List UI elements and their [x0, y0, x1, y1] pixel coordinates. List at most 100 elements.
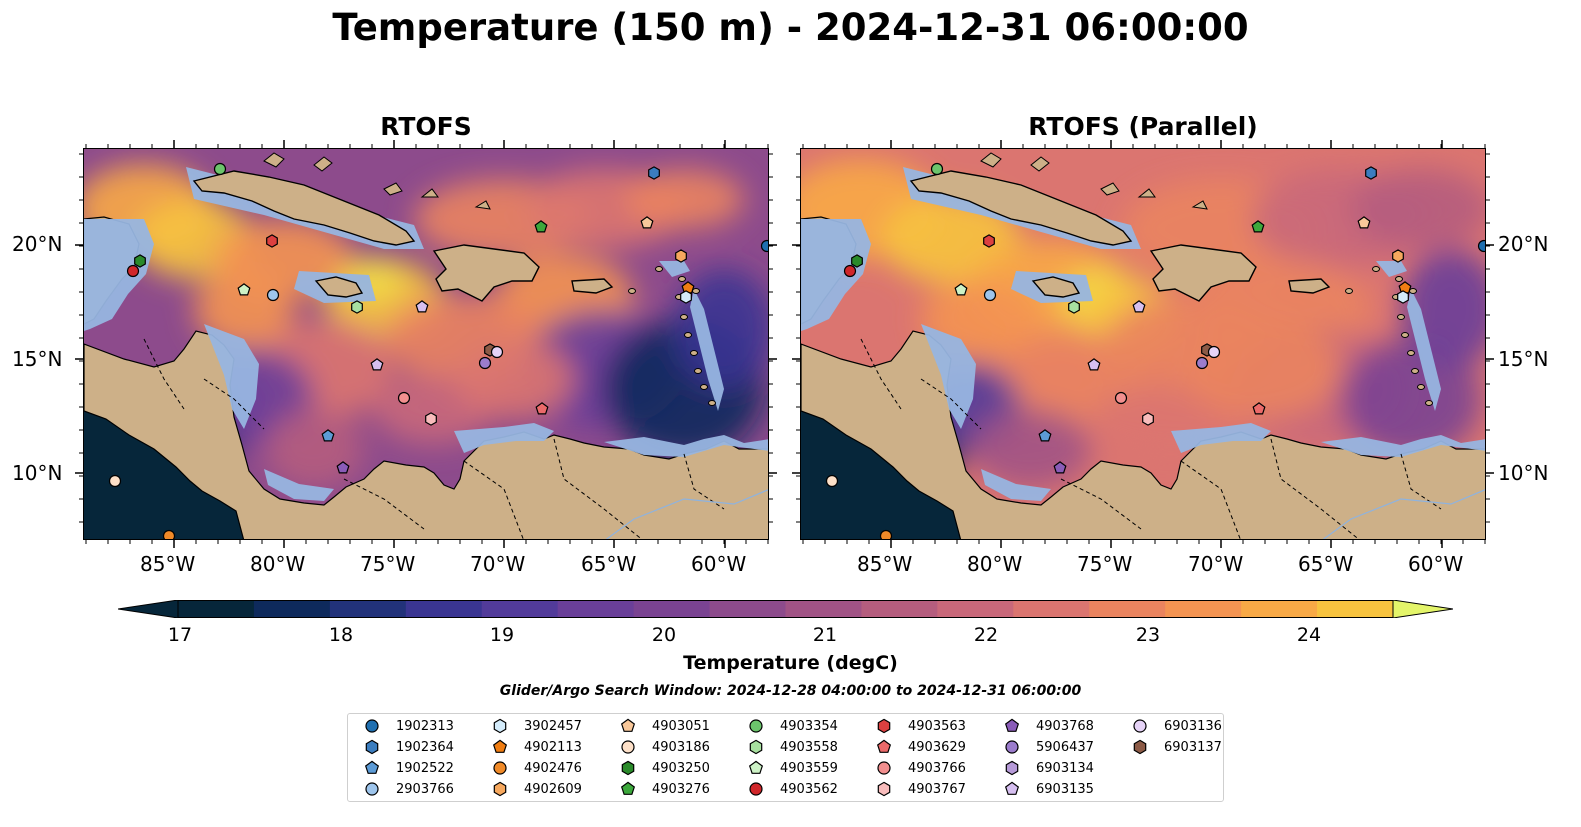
- legend-marker[interactable]: [365, 739, 379, 755]
- legend-marker[interactable]: [749, 739, 763, 755]
- float-marker[interactable]: [1132, 300, 1146, 313]
- legend-marker[interactable]: [621, 760, 635, 776]
- float-marker[interactable]: [126, 264, 140, 278]
- colorbar-label: Temperature (degC): [683, 652, 898, 674]
- float-marker[interactable]: [1251, 220, 1265, 233]
- country-border: [683, 453, 725, 510]
- float-marker[interactable]: [162, 529, 176, 541]
- float-marker[interactable]: [134, 254, 146, 268]
- legend-marker[interactable]: [493, 761, 507, 775]
- colorbar-bin: [785, 600, 862, 618]
- float-marker[interactable]: [1207, 345, 1221, 359]
- legend-marker[interactable]: [620, 781, 636, 795]
- float-marker[interactable]: [1195, 356, 1209, 370]
- float-marker[interactable]: [108, 474, 122, 488]
- legend-item: 4903629: [874, 737, 966, 757]
- country-border: [1270, 438, 1360, 539]
- legend-marker[interactable]: [877, 718, 891, 734]
- float-marker[interactable]: [1053, 461, 1067, 474]
- legend-label: 6903137: [1164, 739, 1222, 755]
- legend-marker[interactable]: [364, 760, 380, 774]
- float-marker[interactable]: [983, 234, 995, 248]
- float-marker[interactable]: [1397, 290, 1409, 304]
- float-marker[interactable]: [1114, 391, 1128, 405]
- legend-marker[interactable]: [749, 782, 763, 796]
- legend-item: 4903766: [874, 758, 966, 778]
- float-marker[interactable]: [535, 402, 549, 415]
- float-marker[interactable]: [1068, 300, 1080, 314]
- float-marker[interactable]: [478, 356, 492, 370]
- float-marker[interactable]: [825, 474, 839, 488]
- legend-marker[interactable]: [749, 719, 763, 733]
- antilles-island: [1401, 332, 1409, 338]
- legend-marker[interactable]: [1004, 781, 1020, 795]
- float-marker[interactable]: [321, 429, 335, 442]
- float-marker[interactable]: [415, 300, 429, 313]
- hexagon-marker-icon: [493, 781, 507, 797]
- map-panel-rtofs[interactable]: [83, 148, 769, 540]
- legend-marker[interactable]: [1133, 739, 1147, 755]
- float-marker[interactable]: [954, 283, 968, 296]
- shelf-water: [659, 261, 690, 277]
- legend-marker[interactable]: [365, 782, 379, 796]
- legend-label: 1902313: [396, 718, 454, 734]
- lon-tick-label: 60°W: [691, 552, 747, 576]
- float-marker[interactable]: [983, 288, 997, 302]
- float-marker[interactable]: [237, 283, 251, 296]
- legend-label: 4903768: [1036, 718, 1094, 734]
- float-marker[interactable]: [397, 391, 411, 405]
- legend-marker[interactable]: [621, 740, 635, 754]
- float-marker[interactable]: [1252, 402, 1266, 415]
- legend-marker[interactable]: [493, 718, 507, 734]
- float-marker[interactable]: [1038, 429, 1052, 442]
- panel-title-rtofs: RTOFS: [380, 112, 472, 141]
- shelf-water: [1376, 261, 1407, 277]
- float-marker[interactable]: [336, 461, 350, 474]
- float-marker[interactable]: [760, 239, 770, 253]
- legend-marker[interactable]: [877, 781, 891, 797]
- float-marker[interactable]: [675, 249, 687, 263]
- float-marker[interactable]: [266, 288, 280, 302]
- float-marker[interactable]: [490, 345, 504, 359]
- legend-marker[interactable]: [877, 761, 891, 775]
- legend-item: 4903354: [746, 716, 838, 736]
- float-marker[interactable]: [1142, 412, 1154, 426]
- float-marker[interactable]: [351, 300, 363, 314]
- float-marker[interactable]: [1087, 358, 1101, 371]
- shelf-water: [84, 219, 154, 331]
- float-marker[interactable]: [648, 166, 660, 180]
- float-marker[interactable]: [425, 412, 437, 426]
- legend-marker[interactable]: [365, 719, 379, 733]
- shelf-water: [604, 435, 768, 457]
- legend-marker[interactable]: [748, 760, 764, 774]
- legend-marker[interactable]: [1005, 740, 1019, 754]
- float-marker[interactable]: [1392, 249, 1404, 263]
- antilles-island: [1372, 266, 1380, 272]
- legend-marker[interactable]: [1133, 719, 1147, 733]
- float-marker[interactable]: [1365, 166, 1377, 180]
- float-marker[interactable]: [879, 529, 893, 541]
- legend-marker[interactable]: [492, 739, 508, 753]
- float-marker[interactable]: [680, 290, 692, 304]
- float-marker[interactable]: [930, 162, 944, 176]
- float-marker[interactable]: [534, 220, 548, 233]
- legend-marker[interactable]: [876, 739, 892, 753]
- legend-marker[interactable]: [1004, 718, 1020, 732]
- float-marker[interactable]: [370, 358, 384, 371]
- float-marker[interactable]: [640, 216, 654, 229]
- float-marker[interactable]: [266, 234, 278, 248]
- float-marker[interactable]: [843, 264, 857, 278]
- legend-marker[interactable]: [1005, 760, 1019, 776]
- shelf-water: [454, 423, 554, 453]
- map-panel-rtofs-parallel[interactable]: [800, 148, 1486, 540]
- legend-marker[interactable]: [493, 781, 507, 797]
- antilles-island: [684, 332, 692, 338]
- float-marker[interactable]: [213, 162, 227, 176]
- float-marker[interactable]: [1357, 216, 1371, 229]
- float-marker[interactable]: [851, 254, 863, 268]
- colorbar-bin: [937, 600, 1014, 618]
- legend-marker[interactable]: [620, 718, 636, 732]
- float-marker[interactable]: [1477, 239, 1487, 253]
- legend-label: 4902476: [524, 760, 582, 776]
